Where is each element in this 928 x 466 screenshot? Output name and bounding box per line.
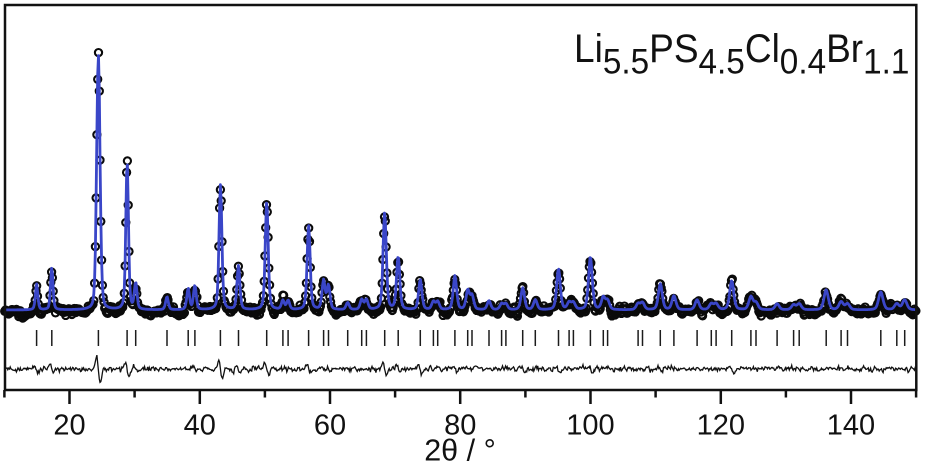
svg-text:2θ / °: 2θ / ° <box>424 434 496 466</box>
svg-text:40: 40 <box>184 410 216 442</box>
svg-text:140: 140 <box>827 410 875 442</box>
svg-text:120: 120 <box>697 410 745 442</box>
svg-text:20: 20 <box>53 410 85 442</box>
svg-text:100: 100 <box>566 410 614 442</box>
svg-text:60: 60 <box>314 410 346 442</box>
svg-text:80: 80 <box>444 410 476 442</box>
